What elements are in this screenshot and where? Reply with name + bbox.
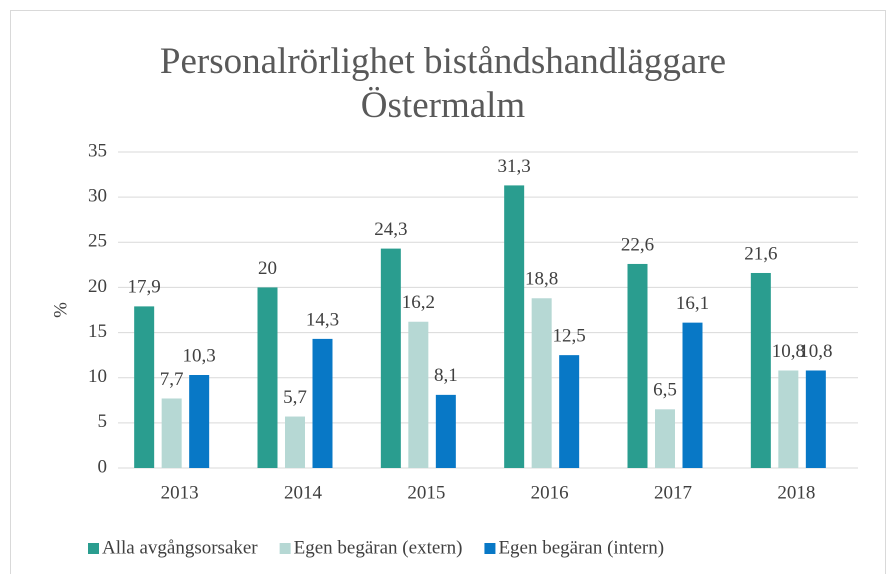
legend-swatch: [88, 543, 99, 554]
bar: [189, 375, 210, 468]
y-tick-label: 0: [98, 456, 108, 477]
y-axis-label: %: [50, 302, 71, 318]
value-label: 7,7: [160, 369, 184, 390]
y-tick-label: 10: [88, 366, 107, 387]
legend-label: Egen begäran (intern): [498, 537, 664, 558]
bar: [504, 185, 525, 469]
legend-label: Alla avgångsorsaker: [102, 537, 258, 558]
value-label: 16,2: [402, 292, 435, 313]
x-tick-label: 2013: [161, 482, 199, 503]
y-tick-label: 30: [88, 186, 107, 207]
value-label: 22,6: [621, 234, 654, 255]
bar: [627, 263, 648, 468]
value-label: 18,8: [525, 269, 558, 290]
value-label: 17,9: [128, 277, 161, 298]
bar: [312, 338, 333, 468]
x-tick-label: 2016: [531, 482, 569, 503]
value-label: 10,8: [772, 341, 805, 362]
bar: [257, 287, 278, 468]
bar: [750, 272, 771, 468]
legend-swatch: [484, 543, 496, 554]
bar: [285, 416, 305, 468]
value-label: 8,1: [434, 365, 458, 386]
x-tick-label: 2018: [777, 482, 815, 503]
value-label: 14,3: [306, 309, 339, 330]
value-label: 24,3: [374, 219, 407, 240]
bar: [682, 322, 703, 468]
bar: [778, 370, 799, 468]
y-tick-label: 15: [88, 321, 107, 342]
value-label: 31,3: [498, 156, 531, 177]
bar: [380, 248, 401, 468]
chart-title: Personalrörlighet biståndshandläggare Ös…: [159, 41, 727, 126]
y-tick-label: 5: [98, 411, 108, 432]
value-label: 10,8: [799, 341, 832, 362]
bar: [435, 394, 456, 468]
bar: [805, 370, 826, 468]
value-label: 16,1: [676, 293, 709, 314]
y-tick-label: 20: [88, 276, 107, 297]
value-label: 10,3: [183, 345, 216, 366]
x-tick-label: 2014: [284, 482, 323, 503]
value-label: 12,5: [553, 326, 586, 347]
bar: [655, 409, 675, 468]
bar: [408, 321, 429, 468]
value-label: 6,5: [653, 380, 677, 401]
bar: [531, 298, 552, 468]
x-tick-label: 2017: [654, 482, 692, 503]
legend-label: Egen begäran (extern): [294, 537, 463, 558]
value-label: 21,6: [744, 243, 777, 264]
x-tick-label: 2015: [407, 482, 445, 503]
y-tick-label: 25: [88, 231, 107, 252]
legend-swatch: [279, 543, 291, 554]
bar: [559, 355, 580, 468]
value-label: 20: [258, 258, 277, 279]
y-tick-label: 35: [88, 140, 107, 161]
bar: [161, 398, 182, 468]
bar: [134, 306, 155, 468]
value-label: 5,7: [283, 387, 307, 408]
